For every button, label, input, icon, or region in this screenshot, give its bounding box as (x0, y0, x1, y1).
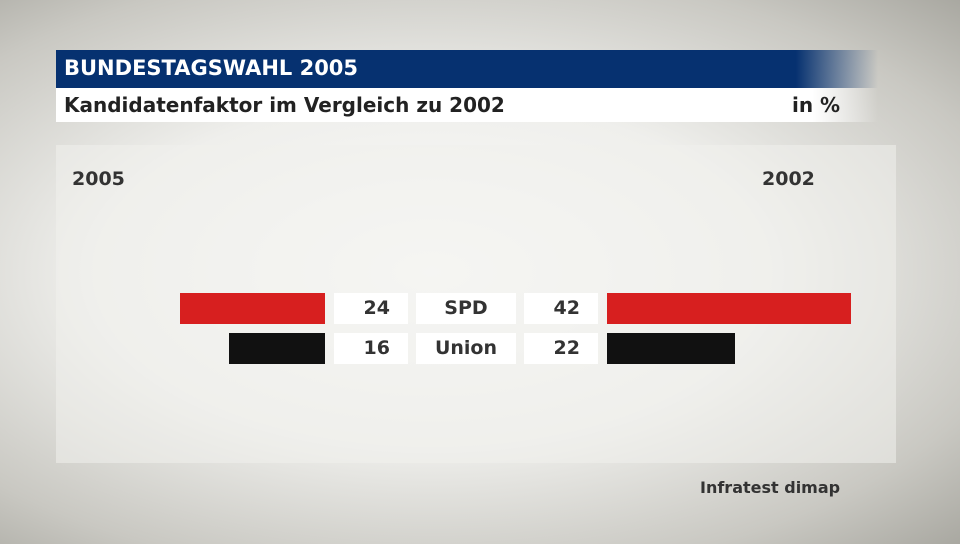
bar-2002-spd (607, 293, 851, 324)
category-label-union: Union (416, 333, 516, 364)
unit-label: in % (792, 93, 841, 117)
bar-2005-spd (180, 293, 325, 324)
source-label: Infratest dimap (700, 478, 841, 497)
value-2005-union: 16 (334, 333, 408, 364)
series-label-2002: 2002 (762, 168, 815, 190)
subtitle-bar: Kandidatenfaktor im Vergleich zu 2002 in… (56, 88, 878, 122)
value-2005-spd: 24 (334, 293, 408, 324)
chart-title: BUNDESTAGSWAHL 2005 (64, 56, 359, 80)
value-2002-spd: 42 (524, 293, 598, 324)
category-label-spd: SPD (416, 293, 516, 324)
title-bar: BUNDESTAGSWAHL 2005 (56, 50, 878, 88)
chart-subtitle: Kandidatenfaktor im Vergleich zu 2002 (64, 93, 505, 117)
bar-2005-union (228, 333, 325, 364)
value-2002-union: 22 (524, 333, 598, 364)
series-label-2005: 2005 (72, 168, 125, 190)
bar-2002-union (607, 333, 735, 364)
